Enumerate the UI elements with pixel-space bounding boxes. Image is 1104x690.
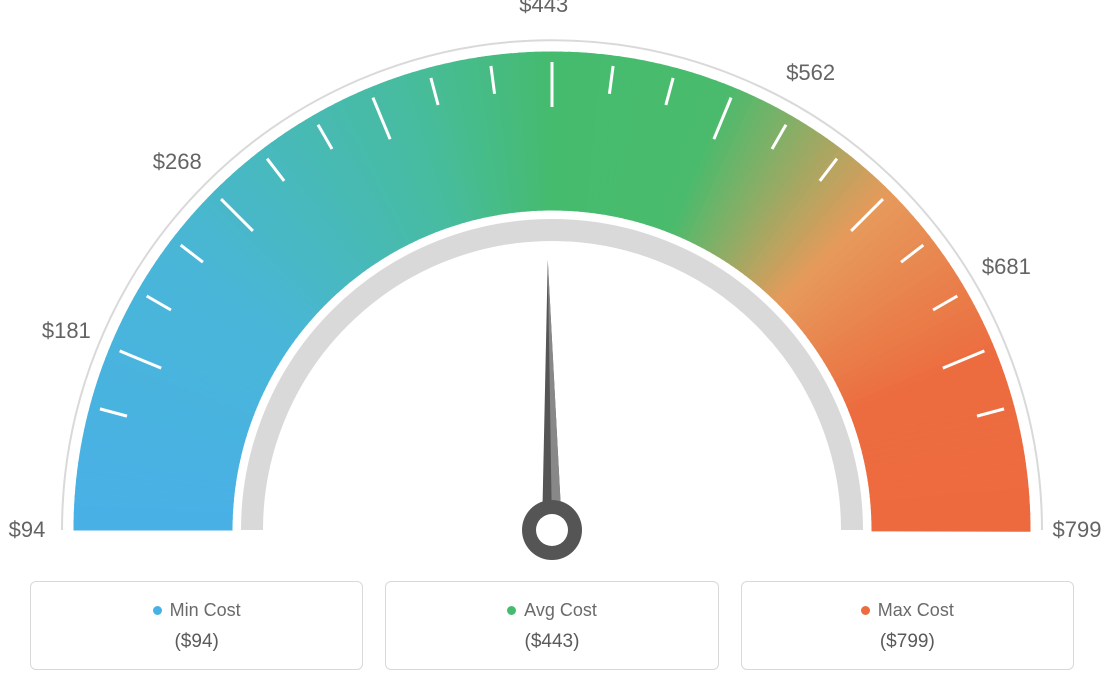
max-cost-card: Max Cost ($799) — [741, 581, 1074, 670]
gauge-tick-label: $181 — [42, 318, 91, 344]
avg-cost-value: ($443) — [386, 631, 717, 653]
avg-cost-card: Avg Cost ($443) — [385, 581, 718, 670]
gauge-svg — [0, 0, 1104, 560]
gauge-chart: $94 $181 $268 $443 $562 $681 $799 — [0, 0, 1104, 560]
summary-cards: Min Cost ($94) Avg Cost ($443) Max Cost … — [30, 581, 1074, 670]
gauge-tick-label: $443 — [519, 0, 568, 18]
avg-cost-dot — [507, 606, 516, 615]
max-cost-label: Max Cost — [878, 600, 954, 621]
gauge-tick-label: $681 — [982, 254, 1031, 280]
gauge-tick-label: $94 — [9, 517, 46, 543]
avg-cost-label-row: Avg Cost — [507, 600, 597, 621]
min-cost-label-row: Min Cost — [153, 600, 241, 621]
min-cost-value: ($94) — [31, 631, 362, 653]
max-cost-value: ($799) — [742, 631, 1073, 653]
max-cost-label-row: Max Cost — [861, 600, 954, 621]
gauge-tick-label: $268 — [153, 149, 202, 175]
gauge-tick-label: $562 — [786, 60, 835, 86]
gauge-tick-label: $799 — [1053, 517, 1102, 543]
avg-cost-label: Avg Cost — [524, 600, 597, 621]
min-cost-card: Min Cost ($94) — [30, 581, 363, 670]
max-cost-dot — [861, 606, 870, 615]
min-cost-label: Min Cost — [170, 600, 241, 621]
min-cost-dot — [153, 606, 162, 615]
